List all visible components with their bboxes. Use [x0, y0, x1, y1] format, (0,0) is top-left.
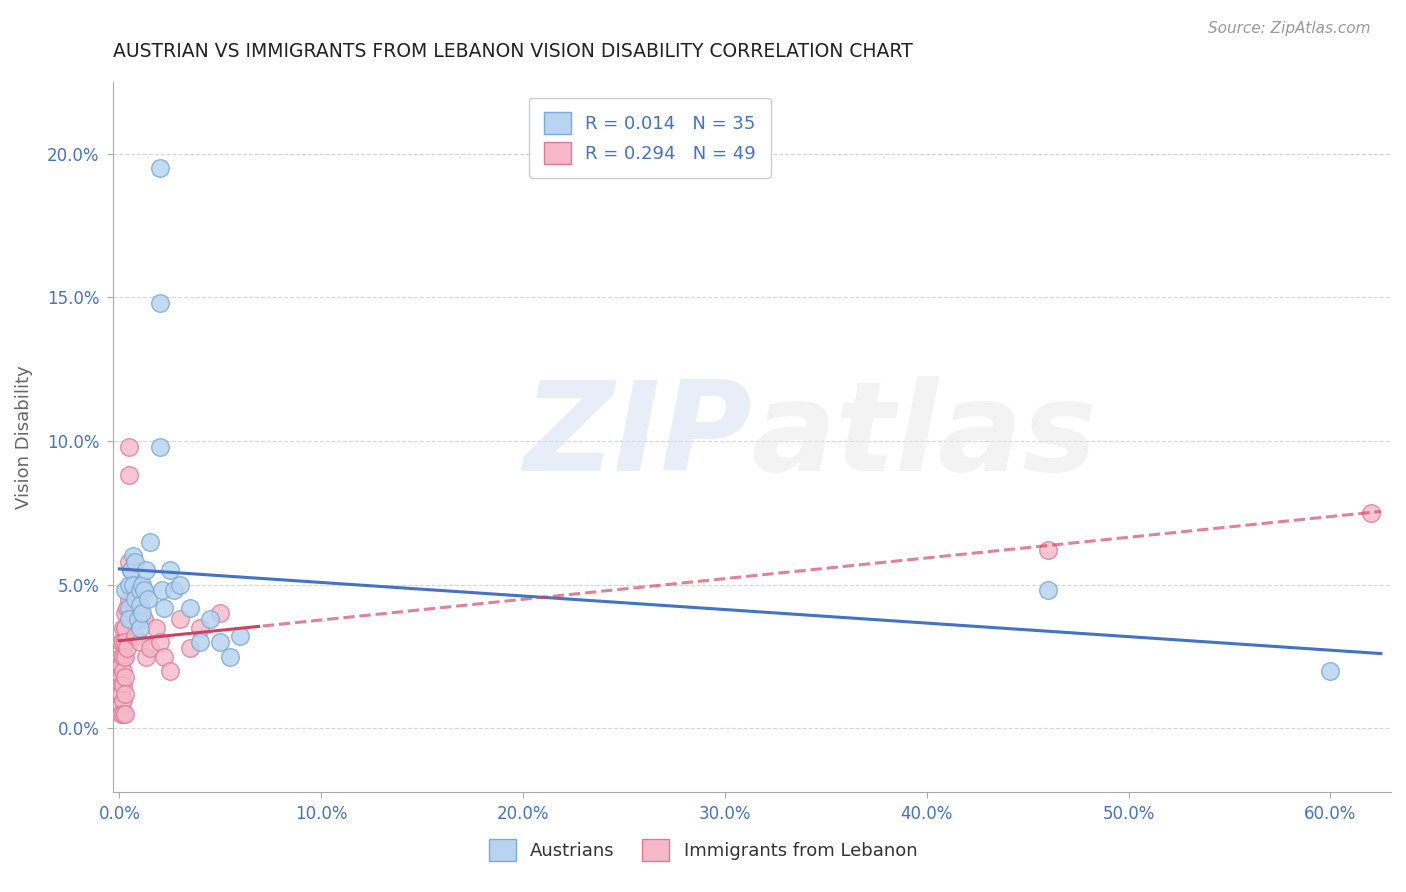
Point: [114, 687, 136, 701]
Point: [149, 161, 172, 175]
Point: [219, 649, 242, 664]
Point: [128, 583, 150, 598]
Point: [131, 577, 153, 591]
Point: [132, 612, 155, 626]
Point: [122, 577, 145, 591]
Point: [198, 612, 221, 626]
Legend: Austrians, Immigrants from Lebanon: Austrians, Immigrants from Lebanon: [477, 827, 929, 874]
Point: [114, 583, 136, 598]
Point: [114, 649, 136, 664]
Point: [112, 706, 135, 721]
Point: [114, 635, 136, 649]
Point: [1036, 543, 1059, 558]
Point: [127, 612, 149, 626]
Point: [179, 640, 201, 655]
Point: [1036, 583, 1059, 598]
Point: [120, 563, 142, 577]
Legend: R = 0.014   N = 35, R = 0.294   N = 49: R = 0.014 N = 35, R = 0.294 N = 49: [529, 98, 770, 178]
Point: [112, 635, 135, 649]
Point: [1319, 664, 1341, 678]
Point: [110, 678, 132, 692]
Point: [136, 592, 159, 607]
Point: [163, 583, 186, 598]
Point: [110, 658, 132, 673]
Point: [209, 607, 232, 621]
Point: [124, 592, 146, 607]
Point: [118, 555, 141, 569]
Point: [110, 687, 132, 701]
Point: [131, 607, 153, 621]
Point: [128, 600, 150, 615]
Y-axis label: Vision Disability: Vision Disability: [15, 365, 32, 508]
Point: [117, 640, 139, 655]
Point: [159, 664, 181, 678]
Point: [152, 649, 174, 664]
Point: [132, 583, 155, 598]
Point: [145, 621, 167, 635]
Point: [229, 629, 252, 643]
Point: [110, 706, 132, 721]
Point: [110, 670, 132, 684]
Point: [112, 649, 135, 664]
Point: [179, 600, 201, 615]
Point: [128, 621, 150, 635]
Point: [122, 577, 145, 591]
Text: ZIP: ZIP: [523, 376, 752, 497]
Point: [138, 640, 160, 655]
Point: [124, 629, 146, 643]
Point: [127, 612, 149, 626]
Point: [128, 635, 150, 649]
Point: [169, 577, 191, 591]
Point: [120, 563, 142, 577]
Point: [114, 706, 136, 721]
Text: Source: ZipAtlas.com: Source: ZipAtlas.com: [1208, 21, 1371, 36]
Point: [188, 621, 211, 635]
Point: [112, 678, 135, 692]
Point: [152, 600, 174, 615]
Point: [114, 621, 136, 635]
Point: [169, 612, 191, 626]
Point: [122, 549, 145, 563]
Point: [135, 649, 157, 664]
Point: [149, 296, 172, 310]
Point: [110, 649, 132, 664]
Point: [114, 607, 136, 621]
Point: [117, 600, 139, 615]
Point: [124, 555, 146, 569]
Point: [118, 592, 141, 607]
Point: [118, 577, 141, 591]
Point: [110, 635, 132, 649]
Point: [138, 534, 160, 549]
Point: [118, 440, 141, 454]
Point: [188, 635, 211, 649]
Text: AUSTRIAN VS IMMIGRANTS FROM LEBANON VISION DISABILITY CORRELATION CHART: AUSTRIAN VS IMMIGRANTS FROM LEBANON VISI…: [114, 42, 912, 61]
Point: [110, 698, 132, 713]
Point: [118, 600, 141, 615]
Point: [149, 635, 172, 649]
Point: [118, 612, 141, 626]
Point: [122, 607, 145, 621]
Point: [128, 598, 150, 612]
Point: [150, 583, 173, 598]
Point: [114, 670, 136, 684]
Point: [112, 621, 135, 635]
Text: atlas: atlas: [752, 376, 1098, 497]
Point: [159, 563, 181, 577]
Point: [1360, 506, 1382, 520]
Point: [135, 563, 157, 577]
Point: [120, 612, 142, 626]
Point: [112, 664, 135, 678]
Point: [118, 468, 141, 483]
Point: [149, 440, 172, 454]
Point: [209, 635, 232, 649]
Point: [112, 692, 135, 706]
